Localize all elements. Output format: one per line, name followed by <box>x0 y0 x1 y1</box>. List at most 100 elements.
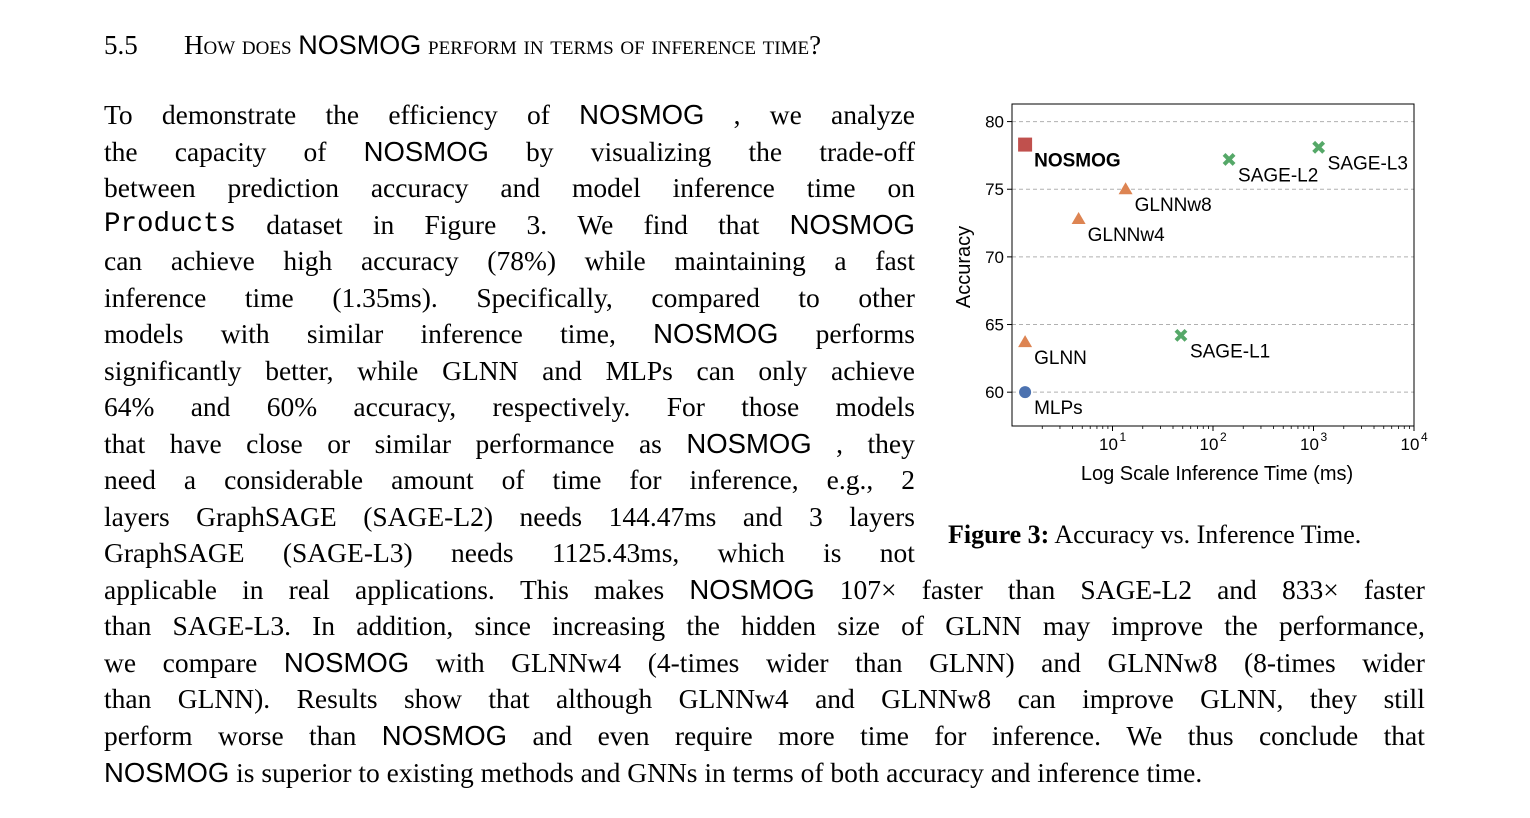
word: GraphSAGE <box>196 501 337 532</box>
word: and <box>1217 574 1257 605</box>
word: as <box>638 428 662 459</box>
model-name: NOSMOG <box>653 318 779 349</box>
word: amount <box>391 464 474 495</box>
word: conclude <box>1258 720 1359 751</box>
point-glnnw4 <box>1071 212 1086 224</box>
section-number: 5.5 <box>104 30 138 60</box>
paragraph-line: that have close or similar performance as NOSMO… <box>104 426 915 462</box>
word: improve <box>1082 683 1174 714</box>
point-nosmog <box>1018 137 1033 152</box>
word: on <box>887 172 915 203</box>
word: Specifically, <box>476 282 613 313</box>
word: 2 <box>901 464 915 495</box>
word: In <box>312 610 336 641</box>
paragraph-line: need a considerable amount of time for inferenc… <box>104 462 915 498</box>
word: although <box>556 683 653 714</box>
word: (SAGE-L3) <box>282 537 413 568</box>
word: 107× <box>839 574 897 605</box>
figure-caption-label: Figure 3: <box>948 520 1050 549</box>
word: that <box>718 209 760 240</box>
word: inference. <box>991 720 1101 751</box>
paragraph-line: can achieve high accuracy (78%) while maintain… <box>104 243 915 279</box>
y-tick-label: 60 <box>985 383 1004 402</box>
word: 144.47ms <box>608 501 717 532</box>
word: Figure <box>424 209 497 240</box>
word: may <box>1042 610 1091 641</box>
word: compare <box>162 647 258 678</box>
model-name: NOSMOG <box>381 720 508 751</box>
word: (78%) <box>487 245 557 276</box>
word: a <box>183 464 197 495</box>
word: other <box>858 282 915 313</box>
x-tick-label: 10 <box>1300 435 1319 454</box>
point-label: GLNNw4 <box>1088 225 1166 246</box>
word: those <box>741 391 800 422</box>
word: GLNNw4 <box>678 683 789 714</box>
word: increasing <box>552 610 666 641</box>
word: the <box>686 610 720 641</box>
word: find <box>643 209 688 240</box>
word: real <box>288 574 330 605</box>
word: e.g., <box>826 464 874 495</box>
word: (8-times <box>1244 647 1336 678</box>
word: of <box>526 99 550 130</box>
word: more <box>778 720 835 751</box>
word: to <box>798 282 820 313</box>
word: applications. <box>355 574 495 605</box>
word: layers <box>104 501 170 532</box>
paragraph-line: Products dataset in Figure 3. We find that NOSMO… <box>104 207 915 243</box>
word: they <box>1309 683 1358 714</box>
dataset-name: Products <box>104 209 237 240</box>
word: , <box>733 99 741 130</box>
point-label: GLNN <box>1034 348 1087 369</box>
word: 1125.43ms, <box>551 537 680 568</box>
paragraph-line: NOSMOG is superior to existing methods a… <box>104 755 1202 791</box>
model-name: NOSMOG <box>689 574 815 605</box>
word: performance <box>475 428 615 459</box>
word: can <box>104 245 143 276</box>
word: considerable <box>224 464 364 495</box>
word: faster <box>921 574 983 605</box>
paragraph-line: 64% and 60% accuracy, respectively. For those m… <box>104 389 915 425</box>
word: wider <box>765 647 829 678</box>
section-title-suffix: perform in terms of inference time? <box>421 30 822 60</box>
word: To <box>104 99 133 130</box>
word: 3. <box>526 209 548 240</box>
x-tick-exponent: 2 <box>1220 430 1227 444</box>
word: perform <box>104 720 193 751</box>
word: inference <box>420 318 523 349</box>
word: performs <box>815 318 915 349</box>
x-tick-exponent: 3 <box>1321 430 1328 444</box>
word: with <box>435 647 485 678</box>
word: analyze <box>831 99 915 130</box>
word: GLNN <box>442 355 519 386</box>
point-mlps <box>1019 386 1032 399</box>
word: , <box>836 428 844 459</box>
word: 64% <box>104 391 155 422</box>
point-sage-l2 <box>1222 153 1236 166</box>
word: of <box>501 464 525 495</box>
word: faster <box>1363 574 1425 605</box>
word: (SAGE-L2) <box>363 501 494 532</box>
word: (4-times <box>647 647 740 678</box>
point-glnnw8 <box>1118 182 1133 195</box>
word: wider <box>1362 647 1425 678</box>
word: makes <box>593 574 665 605</box>
paragraph-line: than SAGE-L3. In addition, since increasing th… <box>104 608 1425 644</box>
word: achieve <box>170 245 255 276</box>
word: time, <box>560 318 616 349</box>
paragraph-line: To demonstrate the efficiency of NOSMOG, we ana… <box>104 97 915 133</box>
word: only <box>758 355 808 386</box>
word: GLNN, <box>1200 683 1284 714</box>
point-glnn <box>1018 335 1033 348</box>
paragraph-line: applicable in real applications. This makes NO… <box>104 572 1425 608</box>
word: GraphSAGE <box>104 537 245 568</box>
word: needs <box>519 501 583 532</box>
word: addition, <box>356 610 454 641</box>
word: while <box>584 245 646 276</box>
word: than <box>104 683 152 714</box>
word: while <box>357 355 419 386</box>
word: still <box>1383 683 1425 714</box>
model-name: NOSMOG <box>686 428 812 459</box>
point-sage-l1 <box>1174 328 1188 342</box>
